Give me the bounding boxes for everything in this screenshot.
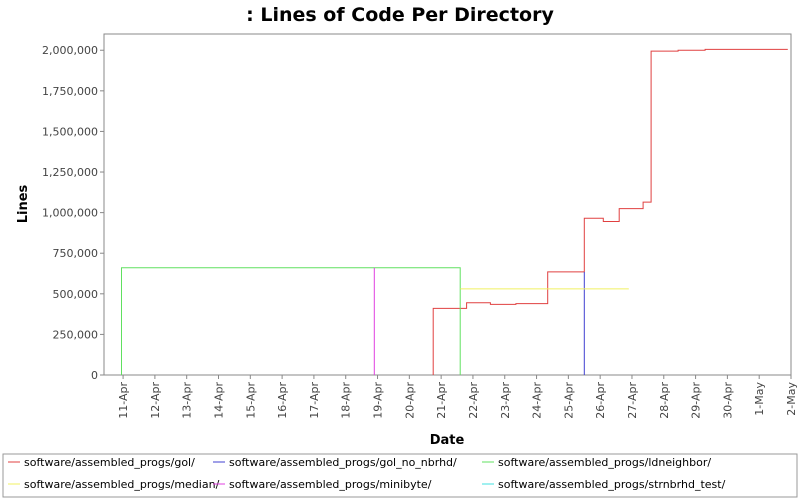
x-tick-label: 14-Apr xyxy=(213,382,226,419)
series-line-1 xyxy=(432,48,788,375)
x-tick-label: 22-Apr xyxy=(467,382,480,419)
x-tick-label: 24-Apr xyxy=(531,382,544,419)
x-tick-label: 13-Apr xyxy=(181,382,194,419)
y-tick-label: 750,000 xyxy=(53,247,99,260)
x-tick-label: 20-Apr xyxy=(403,382,416,419)
y-tick-label: 500,000 xyxy=(53,288,99,301)
legend-label: software/assembled_progs/median/ xyxy=(24,478,220,491)
x-tick-label: 12-Apr xyxy=(149,382,162,419)
x-tick-label: 16-Apr xyxy=(276,382,289,419)
legend-box xyxy=(2,453,798,498)
x-tick-label: 28-Apr xyxy=(658,382,671,419)
y-axis: 0 250,000 500,000 750,000 1,000,000 1,250,000… xyxy=(42,44,104,382)
plot-area xyxy=(103,33,792,376)
legend: software/assembled_progs/gol/software/as… xyxy=(8,456,726,491)
series-line-3 xyxy=(121,267,461,375)
x-tick-label: 30-Apr xyxy=(721,382,734,419)
y-tick-label: 2,000,000 xyxy=(42,44,98,57)
x-tick-label: 29-Apr xyxy=(690,382,703,419)
y-tick-label: 0 xyxy=(91,369,98,382)
x-tick-label: 1-May xyxy=(753,382,766,416)
x-tick-label: 2-May xyxy=(785,382,798,416)
x-axis: 11-Apr 12-Apr 13-Apr 14-Apr 15-Apr 16-Apr 17-A… xyxy=(117,375,798,419)
x-tick-label: 25-Apr xyxy=(562,382,575,419)
legend-label: software/assembled_progs/minibyte/ xyxy=(229,478,432,491)
y-tick-label: 1,250,000 xyxy=(42,166,98,179)
legend-label: software/assembled_progs/strnbrhd_test/ xyxy=(498,478,726,491)
legend-label: software/assembled_progs/gol_no_nbrhd/ xyxy=(229,456,457,469)
series-lines xyxy=(121,48,788,375)
y-axis-label: Lines xyxy=(16,184,31,223)
y-tick-label: 1,000,000 xyxy=(42,207,98,220)
x-tick-label: 11-Apr xyxy=(117,382,130,419)
x-tick-label: 21-Apr xyxy=(435,382,448,419)
x-axis-label: Date xyxy=(430,433,465,448)
x-tick-label: 26-Apr xyxy=(594,382,607,419)
y-tick-label: 1,500,000 xyxy=(42,125,98,138)
x-tick-label: 19-Apr xyxy=(372,382,385,419)
y-tick-label: 1,750,000 xyxy=(42,85,98,98)
legend-label: software/assembled_progs/gol/ xyxy=(24,456,195,469)
x-tick-label: 27-Apr xyxy=(626,382,639,419)
legend-label: software/assembled_progs/ldneighbor/ xyxy=(498,456,711,469)
y-tick-label: 250,000 xyxy=(53,328,99,341)
x-tick-label: 17-Apr xyxy=(308,382,321,419)
x-tick-label: 23-Apr xyxy=(499,382,512,419)
x-tick-label: 15-Apr xyxy=(244,382,257,419)
x-tick-label: 18-Apr xyxy=(340,382,353,419)
chart-title: : Lines of Code Per Directory xyxy=(246,4,554,26)
